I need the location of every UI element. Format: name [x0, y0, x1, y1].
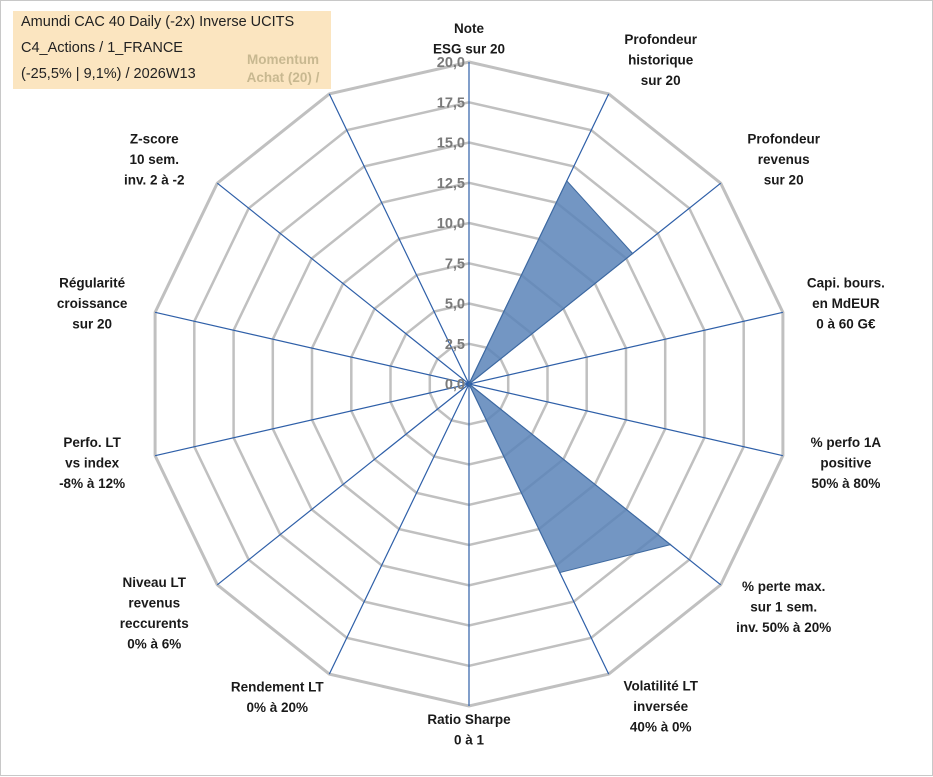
axis-label-9-line-0: Niveau LT: [123, 575, 187, 590]
axis-label-4-line-0: % perfo 1A: [811, 435, 882, 450]
axis-label-6: Volatilité LT inversée 40% à 0%: [623, 679, 698, 735]
axis-label-3: Capi. bours. en MdEUR 0 à 60 G€: [807, 275, 885, 331]
axis-label-8: Rendement LT 0% à 20%: [231, 680, 325, 716]
axis-label-5-line-1: sur 1 sem.: [750, 599, 817, 614]
axis-label-3-line-0: Capi. bours.: [807, 275, 885, 290]
data-point-2: [631, 252, 634, 255]
axis-label-3-line-1: en MdEUR: [812, 296, 880, 311]
axis-label-5-line-2: inv. 50% à 20%: [736, 620, 831, 635]
series-layer: [468, 180, 672, 574]
spoke-9: [216, 383, 470, 586]
axis-label-6-line-2: 40% à 0%: [630, 720, 692, 735]
momentum-overlay-line-2: Achat (20) /: [246, 70, 320, 85]
momentum-overlay-label: Momentum Achat (20) /: [233, 51, 333, 87]
axis-label-11-line-1: croissance: [57, 296, 128, 311]
spoke-8: [328, 383, 470, 675]
axis-label-5-line-0: % perte max.: [742, 579, 825, 594]
axis-label-3-line-2: 0 à 60 G€: [816, 316, 876, 331]
chart-title-line-3: (-25,5% | 9,1%) / 2026W13: [21, 66, 196, 82]
axis-label-7-line-0: Ratio Sharpe: [427, 712, 511, 727]
tick-label-1: 2,5: [445, 337, 465, 353]
tick-label-2: 5,0: [445, 297, 465, 313]
tick-label-8: 20,0: [437, 55, 465, 71]
axis-label-5: % perte max. sur 1 sem. inv. 50% à 20%: [736, 579, 831, 635]
data-point-1: [566, 180, 568, 182]
axis-label-11: Régularité croissance sur 20: [57, 275, 128, 331]
tick-labels: 0,0 2,5 5,0 7,5 10,0 12,5 15,0 17,5 20,0: [437, 55, 465, 393]
tick-label-4: 10,0: [437, 216, 465, 232]
axis-label-12-line-2: inv. 2 à -2: [124, 173, 185, 188]
axis-label-12: Z-score 10 sem. inv. 2 à -2: [124, 132, 185, 188]
axis-label-9-line-2: reccurents: [120, 616, 189, 631]
axis-label-2: Profondeur revenus sur 20: [747, 132, 820, 188]
axis-labels: Note ESG sur 20 Profondeur historique sur 20…: [57, 21, 885, 748]
axis-label-2-line-2: sur 20: [764, 173, 804, 188]
axis-label-10-line-0: Perfo. LT: [63, 435, 121, 450]
axis-label-9-line-3: 0% à 6%: [127, 637, 181, 652]
axis-label-1-line-1: historique: [628, 53, 694, 68]
axis-label-8-line-0: Rendement LT: [231, 680, 325, 695]
axis-label-4-line-1: positive: [820, 456, 872, 471]
tick-label-6: 15,0: [437, 136, 465, 152]
spoke-13: [328, 93, 470, 385]
axis-label-12-line-1: 10 sem.: [130, 152, 180, 167]
axis-label-1-line-0: Profondeur: [624, 32, 697, 47]
axis-label-10: Perfo. LT vs index -8% à 12%: [59, 435, 125, 491]
data-point-6: [559, 571, 561, 574]
axis-label-0-line-0: Note: [454, 21, 484, 36]
axis-label-9-line-1: revenus: [128, 596, 180, 611]
axis-label-7: Ratio Sharpe 0 à 1: [427, 712, 511, 748]
axis-label-1-line-2: sur 20: [641, 73, 681, 88]
axis-label-0: Note ESG sur 20: [433, 21, 505, 57]
chart-title-line-2: C4_Actions / 1_FRANCE: [21, 40, 183, 56]
tick-label-7: 17,5: [437, 95, 465, 111]
axis-label-4-line-2: 50% à 80%: [811, 476, 880, 491]
tick-label-5: 12,5: [437, 176, 465, 192]
axis-label-6-line-1: inversée: [633, 699, 688, 714]
axis-label-0-line-1: ESG sur 20: [433, 42, 505, 57]
spoke-11: [154, 311, 470, 385]
axis-label-1: Profondeur historique sur 20: [624, 32, 697, 88]
axis-label-11-line-0: Régularité: [59, 275, 126, 290]
tick-label-0: 0,0: [445, 377, 465, 393]
chart-title-line-1: Amundi CAC 40 Daily (-2x) Inverse UCITS: [21, 14, 295, 30]
tick-label-3: 7,5: [445, 256, 465, 272]
axis-label-10-line-2: -8% à 12%: [59, 476, 125, 491]
axis-label-11-line-2: sur 20: [72, 316, 112, 331]
data-point-13: [468, 383, 470, 385]
axis-label-2-line-1: revenus: [758, 152, 810, 167]
data-point-5: [669, 543, 672, 546]
spoke-3: [468, 311, 784, 385]
spoke-4: [468, 383, 784, 457]
axis-label-4: % perfo 1A positive 50% à 80%: [811, 435, 882, 491]
axis-label-10-line-1: vs index: [65, 456, 120, 471]
spoke-10: [154, 383, 470, 457]
spoke-12: [216, 182, 470, 385]
momentum-overlay-line-1: Momentum: [247, 52, 319, 67]
chart-title-box: Amundi CAC 40 Daily (-2x) Inverse UCITS …: [13, 11, 331, 89]
axis-label-12-line-0: Z-score: [130, 132, 179, 147]
axis-label-9: Niveau LT revenus reccurents 0% à 6%: [120, 575, 189, 652]
axis-label-7-line-1: 0 à 1: [454, 733, 485, 748]
axis-label-2-line-0: Profondeur: [747, 132, 820, 147]
axis-label-8-line-1: 0% à 20%: [247, 700, 309, 715]
axis-label-6-line-0: Volatilité LT: [623, 679, 698, 694]
